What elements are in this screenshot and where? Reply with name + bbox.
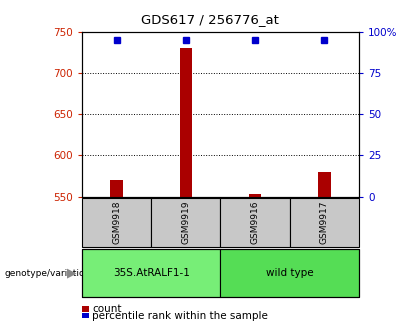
Bar (180, 48, 192, 197)
Text: genotype/variation: genotype/variation (4, 268, 90, 278)
Bar (249, 194, 261, 197)
Text: GSM9917: GSM9917 (320, 201, 329, 244)
Text: 35S.AtRALF1-1: 35S.AtRALF1-1 (113, 268, 190, 278)
Text: percentile rank within the sample: percentile rank within the sample (92, 310, 268, 321)
Bar (110, 180, 123, 197)
Text: GSM9918: GSM9918 (112, 201, 121, 244)
Text: GDS617 / 256776_at: GDS617 / 256776_at (141, 13, 279, 27)
Text: count: count (92, 304, 122, 314)
Text: ▶: ▶ (67, 266, 76, 280)
Text: GSM9919: GSM9919 (181, 201, 190, 244)
Text: wild type: wild type (266, 268, 314, 278)
Text: GSM9916: GSM9916 (251, 201, 260, 244)
Bar (318, 172, 331, 197)
